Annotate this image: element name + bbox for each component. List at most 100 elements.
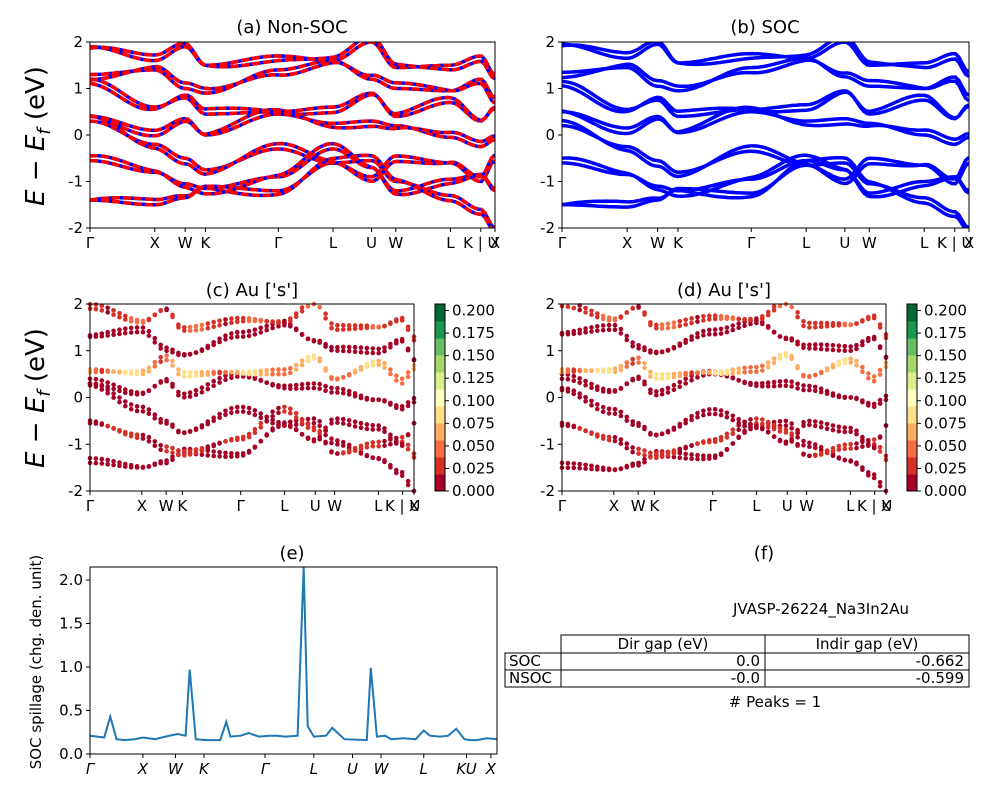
proj-point [795, 435, 800, 440]
proj-point [730, 431, 736, 437]
proj-point [382, 361, 387, 366]
proj-point [618, 386, 624, 391]
proj-point [335, 327, 340, 333]
proj-point [807, 418, 812, 424]
proj-point [134, 435, 140, 441]
proj-point [683, 446, 688, 451]
proj-point [589, 385, 594, 391]
proj-point [777, 356, 783, 362]
proj-point [795, 314, 800, 320]
proj-point [346, 372, 352, 377]
proj-point [871, 401, 877, 407]
proj-point [871, 437, 877, 442]
proj-point [836, 394, 842, 400]
proj-point [765, 423, 771, 429]
xtick-label: K | U [937, 234, 972, 252]
proj-point [606, 327, 612, 333]
colorbar-tick-label: 0.175 [924, 324, 967, 342]
proj-point [193, 328, 199, 333]
proj-point [636, 463, 641, 468]
xtick-label: L [329, 234, 338, 252]
proj-point [683, 370, 688, 376]
proj-point [718, 452, 724, 458]
proj-point [187, 448, 193, 454]
proj-point [742, 370, 747, 375]
material-id: JVASP-26224_Na3In2Au [732, 600, 909, 619]
proj-point [854, 395, 859, 401]
proj-point [264, 380, 270, 386]
proj-point [258, 330, 264, 335]
proj-point [111, 462, 116, 468]
proj-point [364, 422, 370, 427]
proj-point [813, 320, 818, 326]
proj-point [376, 324, 382, 330]
proj-point [860, 342, 865, 348]
proj-point [736, 316, 741, 322]
proj-point [346, 422, 352, 428]
proj-point [842, 348, 848, 354]
proj-point [199, 423, 205, 428]
panel-d-colorbar: 0.000 0.025 0.050 0.075 0.100 0.125 0.150 0.175… [906, 302, 967, 500]
proj-point [117, 369, 122, 375]
xtick-label: X [485, 760, 497, 778]
proj-point [813, 346, 818, 351]
xtick-label: X [137, 760, 149, 778]
proj-point [364, 426, 370, 432]
proj-point [152, 412, 158, 417]
band-line-overlay [90, 77, 495, 123]
proj-point [813, 388, 818, 394]
peaks-count: # Peaks = 1 [729, 693, 821, 711]
proj-point [612, 407, 618, 412]
proj-point [329, 325, 334, 331]
proj-point [93, 419, 99, 425]
proj-point [606, 366, 612, 372]
proj-point [654, 392, 659, 398]
proj-point [128, 391, 134, 397]
proj-point [140, 436, 146, 441]
proj-point [264, 368, 270, 373]
proj-point [341, 323, 346, 328]
proj-point [288, 386, 293, 392]
proj-point [176, 429, 181, 435]
proj-point [258, 377, 264, 383]
panel-c-points [87, 301, 417, 494]
proj-point [836, 321, 842, 326]
proj-point [871, 334, 877, 340]
proj-point [388, 435, 393, 440]
proj-point [211, 378, 216, 384]
colorbar-segment [907, 338, 917, 356]
proj-point [618, 441, 624, 446]
proj-point [329, 417, 334, 423]
proj-point [783, 354, 789, 359]
proj-point [405, 403, 411, 409]
colorbar-tick-label: 0.050 [924, 437, 967, 455]
proj-point [877, 401, 883, 406]
proj-point [695, 319, 700, 324]
proj-point [871, 315, 877, 321]
proj-point [394, 470, 399, 476]
proj-point [199, 389, 205, 395]
xtick-label: K | U [463, 234, 498, 252]
proj-point [182, 453, 187, 458]
proj-point [659, 387, 665, 393]
proj-point [624, 360, 630, 365]
proj-point [606, 315, 612, 321]
proj-point [742, 316, 747, 322]
proj-point [730, 367, 736, 373]
proj-point [724, 325, 730, 330]
proj-point [624, 333, 630, 339]
proj-point [630, 449, 635, 455]
band-line-overlay [90, 153, 494, 228]
proj-point [818, 424, 824, 430]
proj-point [164, 460, 169, 466]
proj-point [111, 369, 116, 375]
proj-point [211, 453, 216, 459]
proj-point [671, 320, 677, 326]
proj-point [394, 378, 399, 383]
proj-point [382, 443, 387, 449]
proj-point [394, 403, 399, 408]
proj-point [370, 423, 376, 428]
proj-point [323, 388, 328, 394]
proj-point [830, 362, 836, 368]
proj-point [364, 397, 370, 402]
